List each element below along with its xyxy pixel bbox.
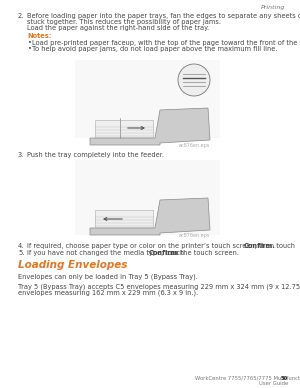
Text: If required, choose paper type or color on the printer’s touch screen, then touc: If required, choose paper type or color … xyxy=(27,243,297,249)
Text: Confirm.: Confirm. xyxy=(244,243,275,249)
FancyBboxPatch shape xyxy=(75,60,220,138)
FancyBboxPatch shape xyxy=(75,160,220,235)
Text: Confirm: Confirm xyxy=(148,250,178,256)
Polygon shape xyxy=(95,120,153,137)
Text: 5.: 5. xyxy=(18,250,24,256)
Polygon shape xyxy=(95,210,153,227)
Text: on the touch screen.: on the touch screen. xyxy=(168,250,239,256)
Text: 4.: 4. xyxy=(18,243,24,249)
Text: •: • xyxy=(28,40,32,46)
Text: Loading Envelopes: Loading Envelopes xyxy=(18,260,128,270)
Polygon shape xyxy=(90,108,210,145)
Text: stuck together. This reduces the possibility of paper jams.: stuck together. This reduces the possibi… xyxy=(27,19,221,25)
Text: User Guide: User Guide xyxy=(259,381,288,386)
Text: 3.: 3. xyxy=(18,152,24,158)
Polygon shape xyxy=(90,198,210,235)
Circle shape xyxy=(178,64,210,96)
Text: If you have not changed the media type, touch: If you have not changed the media type, … xyxy=(27,250,186,256)
Text: Envelopes can only be loaded in Tray 5 (Bypass Tray).: Envelopes can only be loaded in Tray 5 (… xyxy=(18,274,198,281)
Text: Printing: Printing xyxy=(261,5,285,10)
Text: Notes:: Notes: xyxy=(27,33,52,39)
Text: ac876en.eps: ac876en.eps xyxy=(179,143,210,148)
Text: Load the paper against the right-hand side of the tray.: Load the paper against the right-hand si… xyxy=(27,25,209,31)
Text: Before loading paper into the paper trays, fan the edges to separate any sheets : Before loading paper into the paper tray… xyxy=(27,13,300,19)
Text: WorkCentre 7755/7765/7775 Multifunction Printer: WorkCentre 7755/7765/7775 Multifunction … xyxy=(195,376,300,381)
Text: Load pre-printed paper faceup, with the top of the page toward the front of the : Load pre-printed paper faceup, with the … xyxy=(32,40,300,46)
Text: Push the tray completely into the feeder.: Push the tray completely into the feeder… xyxy=(27,152,164,158)
Text: 50: 50 xyxy=(281,376,288,381)
Text: envelopes measuring 162 mm x 229 mm (6.3 x 9 in.).: envelopes measuring 162 mm x 229 mm (6.3… xyxy=(18,289,198,296)
Text: Tray 5 (Bypass Tray) accepts C5 envelopes measuring 229 mm x 324 mm (9 x 12.75 i: Tray 5 (Bypass Tray) accepts C5 envelope… xyxy=(18,283,300,289)
Text: •: • xyxy=(28,46,32,52)
Text: 2.: 2. xyxy=(18,13,24,19)
Text: To help avoid paper jams, do not load paper above the maximum fill line.: To help avoid paper jams, do not load pa… xyxy=(32,46,278,52)
Text: ac876en.eps: ac876en.eps xyxy=(179,233,210,238)
